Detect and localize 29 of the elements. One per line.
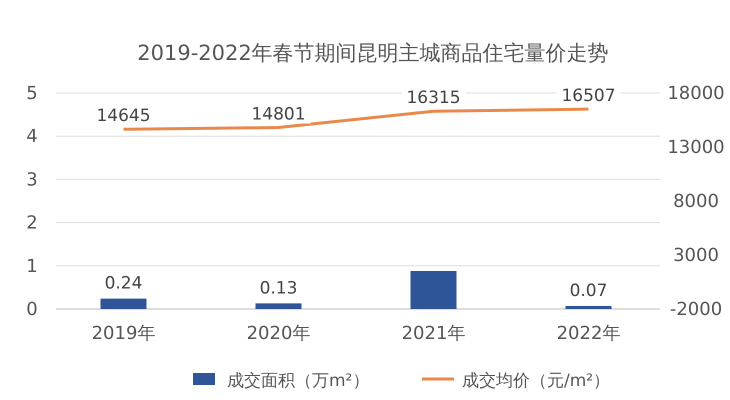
data-label: 14645 — [96, 106, 151, 126]
x-tick-label: 2019年 — [92, 323, 156, 344]
bar — [410, 270, 456, 309]
legend-label: 成交面积（万m²） — [227, 371, 370, 391]
bar — [100, 298, 146, 309]
data-label: 0.13 — [260, 278, 298, 298]
y2-tick-label: 3000 — [673, 245, 719, 266]
data-label: 14801 — [251, 104, 306, 125]
bar — [566, 306, 612, 309]
y2-tick-label: 13000 — [667, 137, 725, 158]
data-label: 0.07 — [570, 280, 608, 301]
bar — [256, 303, 302, 309]
y-tick-label: 3 — [26, 169, 38, 190]
data-label: 0.24 — [104, 274, 142, 294]
y2-tick-label: 8000 — [673, 191, 719, 212]
y-tick-label: 0 — [26, 299, 38, 320]
y-tick-label: 5 — [26, 83, 38, 104]
y-tick-label: 4 — [26, 126, 38, 148]
y2-tick-label: -2000 — [670, 299, 722, 320]
chart-title: 2019-2022年春节期间昆明主城商品住宅量价走势 — [137, 41, 609, 65]
x-tick-label: 2021年 — [402, 323, 466, 344]
x-tick-label: 2022年 — [556, 323, 620, 344]
y-tick-label: 2 — [26, 212, 38, 234]
data-label: 16507 — [561, 86, 616, 106]
y2-tick-label: 18000 — [667, 83, 725, 104]
y-tick-label: 1 — [26, 256, 38, 277]
data-label: 16315 — [406, 88, 461, 108]
x-tick-label: 2020年 — [246, 323, 310, 344]
legend-label: 成交均价（元/m²） — [462, 371, 610, 391]
